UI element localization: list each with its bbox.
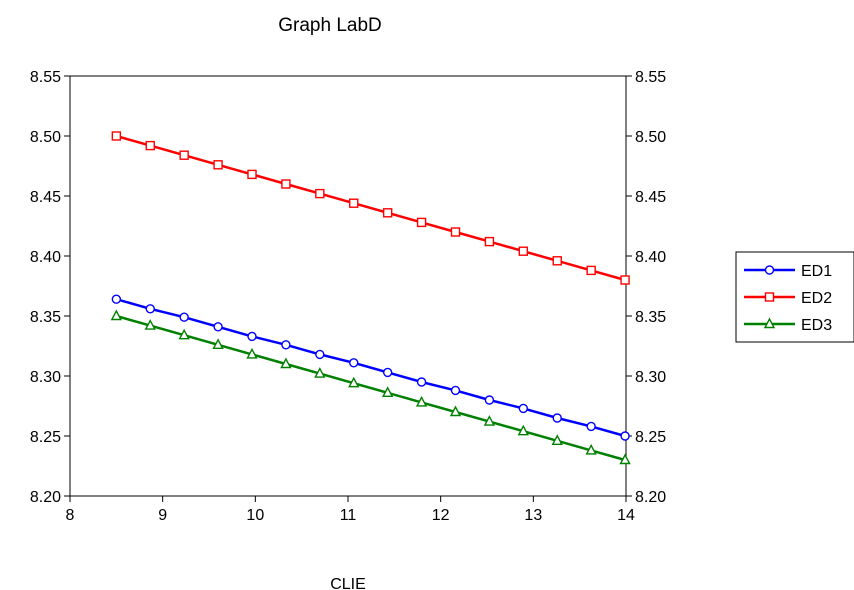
data-point-ed2 [349, 198, 359, 208]
data-point-ed1 [179, 312, 189, 322]
data-point-ed2 [450, 227, 461, 237]
data-point-ed1 [484, 395, 495, 405]
data-point-ed1 [620, 431, 630, 441]
data-point-ed2 [111, 131, 122, 141]
data-point-ed2 [179, 150, 189, 160]
legend-marker-ed1 [764, 265, 775, 275]
x-tick-label: 10 [246, 507, 264, 524]
data-point-ed3 [551, 434, 563, 445]
legend-label-ed2: ED2 [801, 290, 832, 307]
y-tick-label-left: 8.20 [30, 489, 61, 506]
data-point-ed1 [518, 403, 529, 414]
data-point-ed3 [144, 319, 156, 330]
y-tick-label-right: 8.40 [635, 249, 666, 266]
legend-item-ed2: ED2 [744, 290, 832, 307]
data-point-ed1 [213, 322, 223, 332]
data-point-ed1 [586, 421, 596, 432]
data-point-ed1 [416, 377, 427, 387]
data-point-ed2 [281, 179, 291, 189]
x-tick-label: 14 [617, 507, 635, 524]
y-tick-label-left: 8.45 [30, 189, 61, 206]
data-point-ed1 [281, 340, 291, 350]
legend-item-ed1: ED1 [744, 263, 832, 280]
data-point-ed2 [484, 236, 495, 247]
data-point-ed3 [619, 453, 631, 465]
series-ed2 [111, 131, 630, 285]
series-ed3 [110, 309, 631, 465]
x-tick-label: 11 [340, 507, 357, 524]
y-tick-label-right: 8.50 [635, 129, 666, 146]
data-point-ed2 [552, 256, 562, 266]
data-point-ed1 [450, 385, 461, 396]
y-tick-label-left: 8.30 [30, 369, 61, 386]
data-point-ed2 [620, 275, 630, 285]
series-line-ed3 [115, 314, 626, 462]
legend-item-ed3: ED3 [744, 317, 832, 334]
y-tick-label-left: 8.35 [30, 309, 61, 326]
data-point-ed3 [178, 328, 190, 340]
y-axis-left: 8.20 8.25 8.30 8.35 8.40 8.45 8.50 8.55 [30, 69, 70, 506]
data-point-ed3 [449, 405, 462, 417]
data-point-ed3 [381, 386, 394, 397]
data-point-ed2 [382, 208, 393, 218]
chart-title: Graph LabD [278, 15, 382, 36]
x-tick-label: 13 [524, 507, 542, 524]
y-tick-label-right: 8.55 [635, 69, 666, 86]
y-tick-label-left: 8.40 [30, 249, 61, 266]
x-tick-label: 12 [432, 507, 450, 524]
legend: ED1 ED2 ED3 [735, 251, 854, 343]
legend-label-ed3: ED3 [801, 317, 832, 334]
data-point-ed3 [212, 338, 224, 349]
data-point-ed3 [246, 347, 258, 359]
data-point-ed3 [483, 415, 496, 426]
data-point-ed1 [552, 413, 562, 423]
series-ed1 [111, 294, 630, 441]
x-tick-label: 9 [158, 507, 167, 524]
legend-marker-ed2 [764, 292, 775, 302]
x-axis: 8 9 10 11 12 13 14 [66, 496, 635, 524]
y-tick-label-left: 8.55 [30, 69, 61, 86]
data-point-ed1 [315, 349, 325, 360]
y-tick-label-right: 8.35 [635, 309, 666, 326]
data-point-ed3 [585, 443, 597, 455]
series-line-ed2 [115, 134, 626, 282]
plot-frame [69, 75, 627, 497]
y-axis-right: 8.20 8.25 8.30 8.35 8.40 8.45 8.50 8.55 [626, 69, 666, 506]
y-tick-label-right: 8.30 [635, 369, 666, 386]
legend-label-ed1: ED1 [801, 263, 832, 280]
data-point-ed2 [586, 265, 596, 276]
data-point-ed2 [247, 169, 257, 180]
y-tick-label-right: 8.45 [635, 189, 666, 206]
y-tick-label-right: 8.25 [635, 429, 666, 446]
data-point-ed2 [518, 246, 529, 256]
series-line-ed1 [115, 297, 626, 438]
y-tick-label-left: 8.25 [30, 429, 61, 446]
legend-marker-ed3 [763, 317, 776, 329]
data-point-ed1 [111, 294, 122, 304]
data-point-ed3 [348, 376, 360, 388]
data-point-ed1 [349, 358, 359, 368]
data-point-ed3 [280, 357, 292, 369]
data-point-ed3 [415, 395, 428, 407]
data-point-ed1 [382, 367, 393, 378]
data-point-ed1 [247, 331, 257, 342]
y-tick-label-left: 8.50 [30, 129, 61, 146]
data-point-ed2 [145, 140, 155, 151]
x-axis-label: CLIE [330, 576, 366, 590]
data-point-ed3 [517, 424, 529, 436]
data-point-ed3 [110, 309, 122, 321]
y-tick-label-right: 8.20 [635, 489, 666, 506]
x-tick-label: 8 [66, 507, 75, 524]
data-point-ed2 [213, 160, 223, 170]
data-point-ed3 [314, 367, 326, 378]
data-point-ed1 [145, 304, 155, 314]
series-layer [110, 131, 631, 465]
data-point-ed2 [416, 217, 427, 228]
data-point-ed2 [315, 188, 325, 199]
